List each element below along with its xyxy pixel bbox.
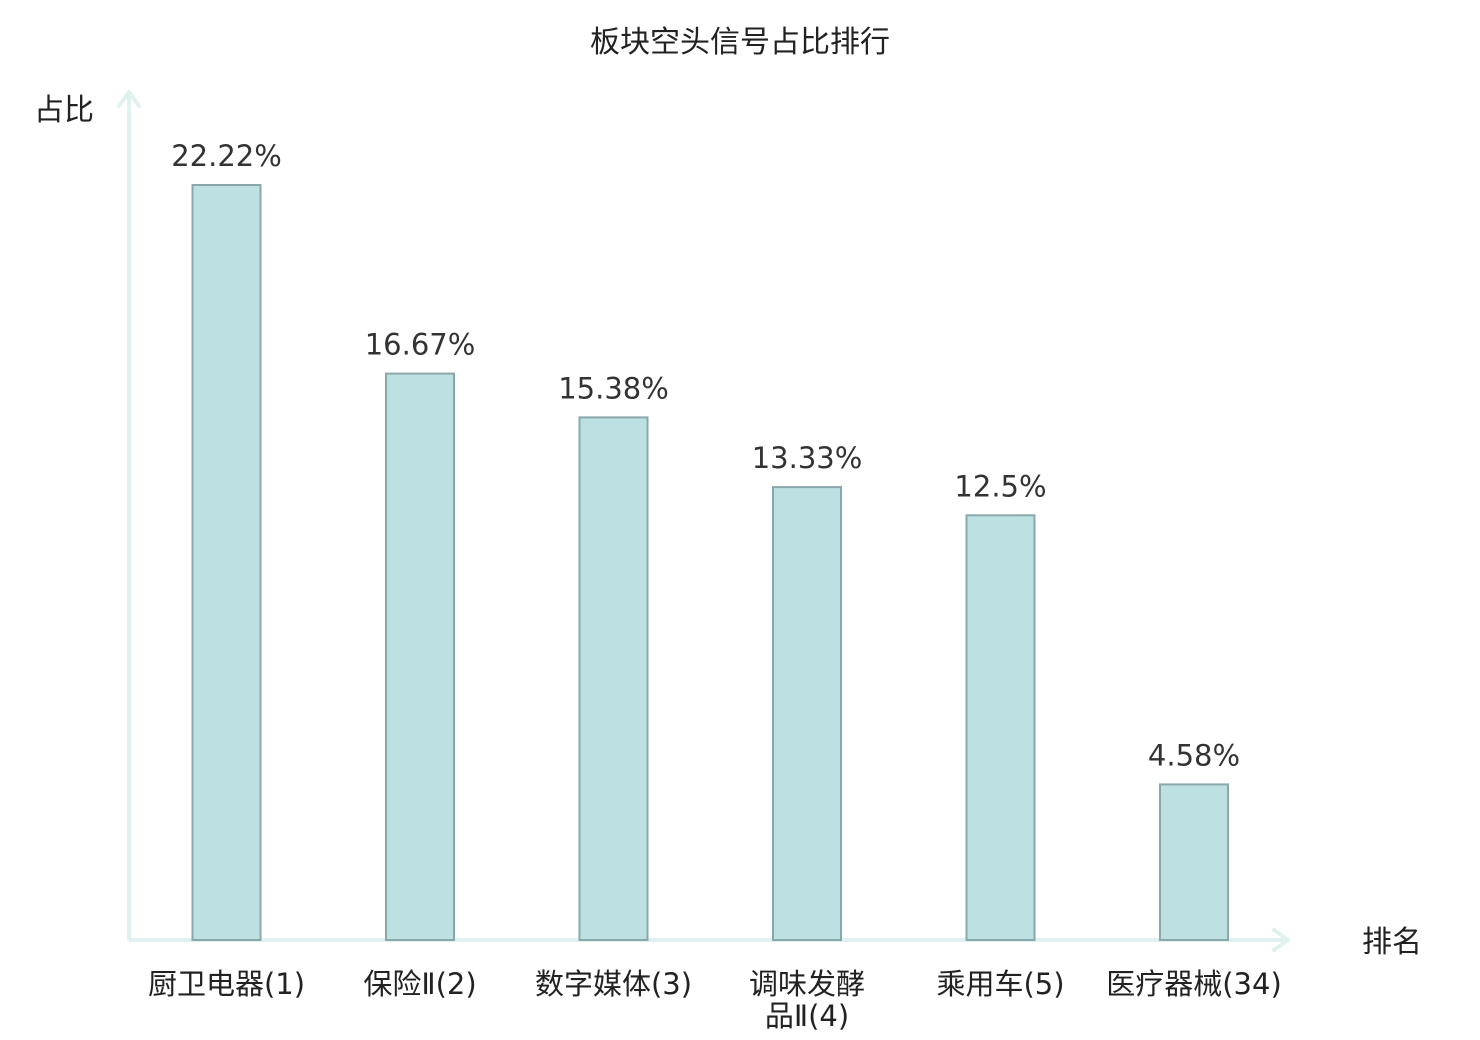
- bar: [385, 372, 455, 942]
- bar: [191, 184, 262, 941]
- category-labels-layer: 厨卫电器(1) 保险Ⅱ(2) 数字媒体(3) 调味发酵品Ⅱ(4) 乘用车(5) 医疗器械(…: [148, 967, 1282, 1033]
- value-labels-layer: 22.22% 16.67% 15.38% 13.33% 12.5% 4.58%: [171, 139, 1240, 772]
- bar-value-label: 16.67%: [365, 328, 476, 362]
- axes: [117, 90, 1290, 952]
- bar: [965, 514, 1036, 941]
- x-tick-label: 医疗器械(34): [1106, 967, 1282, 1001]
- bar: [772, 486, 842, 941]
- bar-value-label: 12.5%: [954, 469, 1046, 503]
- x-tick-label: 保险Ⅱ(2): [363, 967, 476, 1001]
- bar-value-label: 22.22%: [171, 139, 282, 173]
- x-axis-arrow: [1272, 928, 1290, 952]
- bar: [1159, 783, 1229, 942]
- bar-value-label: 13.33%: [752, 441, 863, 475]
- x-tick-label: 数字媒体(3): [535, 967, 692, 1001]
- y-axis-label: 占比: [34, 93, 94, 128]
- bars-layer: [191, 184, 1229, 942]
- chart-title: 板块空头信号占比排行: [590, 25, 890, 60]
- y-axis-arrow: [117, 90, 141, 108]
- bar: [578, 416, 649, 941]
- bar-value-label: 4.58%: [1148, 738, 1240, 772]
- bar-value-label: 15.38%: [558, 371, 669, 405]
- x-axis-label: 排名: [1362, 925, 1422, 960]
- x-tick-label: 厨卫电器(1): [148, 967, 305, 1001]
- x-tick-label: 调味发酵品Ⅱ(4): [749, 967, 865, 1033]
- x-tick-label: 乘用车(5): [936, 967, 1064, 1001]
